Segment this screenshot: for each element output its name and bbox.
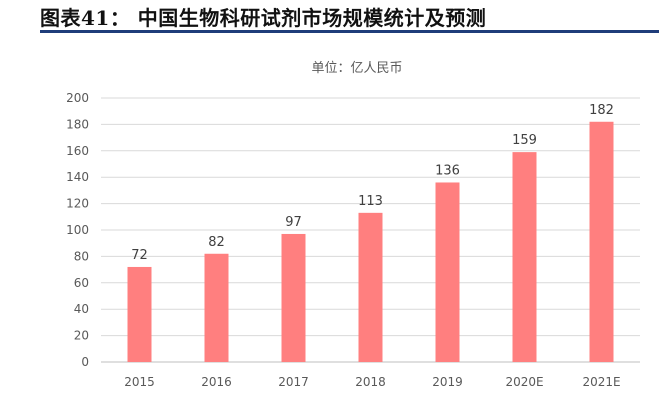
bar-2015: [127, 266, 152, 362]
y-tick-label: 160: [66, 144, 89, 158]
chart-area: 单位：亿人民币 0 20 40 60 80 100 120 140 160 180 200 2015 2…: [40, 40, 659, 406]
axes: 0 20 40 60 80 100 120 140 160 180 200 2015 2016 2017 2…: [66, 91, 640, 389]
y-tick-label: 80: [74, 249, 89, 263]
chart-subtitle: 单位：亿人民币: [311, 61, 402, 76]
x-tick-label-2015: 2015: [124, 375, 155, 389]
figure-header: 图表41： 中国生物科研试剂市场规模统计及预测: [40, 0, 659, 33]
x-tick-label-2019: 2019: [432, 375, 463, 389]
x-tick-label-2016: 2016: [201, 375, 232, 389]
bar-2016: [204, 253, 229, 362]
y-tick-label: 180: [66, 117, 89, 131]
bar-2021E: [589, 121, 614, 362]
data-label-2020E: 159: [512, 133, 537, 148]
y-tick-label: 140: [66, 170, 89, 184]
data-label-2015: 72: [131, 248, 148, 263]
y-tick-label: 40: [74, 302, 89, 316]
x-tick-label-2018: 2018: [355, 375, 386, 389]
bar-2020E: [512, 152, 537, 362]
data-label-2018: 113: [358, 194, 383, 209]
x-tick-label-2017: 2017: [278, 375, 309, 389]
y-tick-label: 120: [66, 197, 89, 211]
x-tick-label-2020E: 2020E: [505, 375, 543, 389]
x-tick-label-2021E: 2021E: [582, 375, 620, 389]
y-tick-label: 100: [66, 223, 89, 237]
bar-2019: [435, 182, 460, 362]
figure-title: 图表41： 中国生物科研试剂市场规模统计及预测: [40, 6, 487, 30]
y-tick-label: 0: [81, 355, 89, 369]
bars: [127, 121, 614, 362]
data-label-2021E: 182: [589, 103, 614, 118]
data-labels: 72 82 97 113 136 159 182: [131, 103, 614, 263]
y-tick-label: 60: [74, 276, 89, 290]
bar-2017: [281, 233, 306, 362]
bar-chart: 单位：亿人民币 0 20 40 60 80 100 120 140 160 180 200 2015 2…: [66, 61, 640, 389]
data-label-2016: 82: [208, 235, 225, 250]
data-label-2017: 97: [285, 215, 302, 230]
y-tick-label: 20: [74, 329, 89, 343]
bar-2018: [358, 212, 383, 362]
y-tick-label: 200: [66, 91, 89, 105]
data-label-2019: 136: [435, 163, 460, 178]
